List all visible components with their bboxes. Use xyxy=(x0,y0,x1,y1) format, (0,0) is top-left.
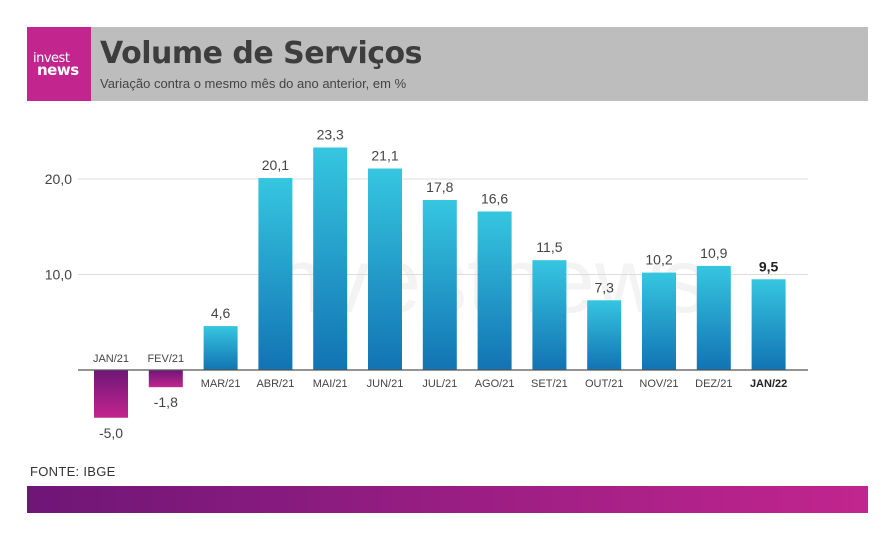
x-tick-label: JAN/22 xyxy=(750,378,787,390)
x-tick-label: NOV/21 xyxy=(639,378,678,390)
investnews-logo: invest news xyxy=(27,27,91,101)
bar xyxy=(587,300,622,370)
data-label: -1,8 xyxy=(154,394,178,410)
data-label: -5,0 xyxy=(99,425,123,441)
x-tick-label: JUL/21 xyxy=(422,378,457,390)
bar xyxy=(313,147,348,370)
chart-subtitle: Variação contra o mesmo mês do ano anter… xyxy=(100,76,407,91)
source-note: FONTE: IBGE xyxy=(30,464,116,479)
bar xyxy=(148,370,183,388)
bar xyxy=(422,200,457,370)
data-label: 21,1 xyxy=(371,147,398,163)
data-label: 10,2 xyxy=(645,252,672,268)
data-label: 9,5 xyxy=(759,258,779,274)
x-tick-label: AGO/21 xyxy=(475,378,515,390)
data-label: 7,3 xyxy=(594,279,614,295)
x-tick-label: JAN/21 xyxy=(93,353,129,365)
data-label: 4,6 xyxy=(211,305,231,321)
bar xyxy=(94,370,128,418)
y-tick-label: 10,0 xyxy=(45,267,72,283)
x-tick-label: SET/21 xyxy=(531,378,568,390)
x-tick-label: MAR/21 xyxy=(201,378,241,390)
data-label: 17,8 xyxy=(426,179,453,195)
bar xyxy=(532,260,567,370)
footer-gradient-bar xyxy=(27,486,868,513)
logo-text-invest: invest xyxy=(33,51,70,66)
bar xyxy=(203,326,238,370)
bar xyxy=(368,168,402,370)
data-label: 11,5 xyxy=(536,239,562,255)
header-bar xyxy=(27,27,868,101)
bar xyxy=(751,279,786,370)
bar xyxy=(477,211,512,370)
x-tick-label: JUN/21 xyxy=(367,378,404,390)
y-tick-label: 20,0 xyxy=(45,171,72,187)
bar xyxy=(642,272,676,370)
x-tick-label: FEV/21 xyxy=(147,353,184,365)
data-label: 20,1 xyxy=(262,157,289,173)
data-label: 16,6 xyxy=(481,190,508,206)
x-tick-label: OUT/21 xyxy=(585,378,624,390)
data-label: 10,9 xyxy=(700,245,727,261)
logo-text-news: news xyxy=(37,61,79,79)
chart-title: Volume de Serviços xyxy=(100,36,422,71)
bar xyxy=(696,265,731,370)
x-tick-label: ABR/21 xyxy=(256,378,294,390)
bar xyxy=(258,178,293,370)
data-label: 23,3 xyxy=(317,126,344,142)
x-tick-label: DEZ/21 xyxy=(695,378,732,390)
x-tick-label: MAI/21 xyxy=(313,378,348,390)
